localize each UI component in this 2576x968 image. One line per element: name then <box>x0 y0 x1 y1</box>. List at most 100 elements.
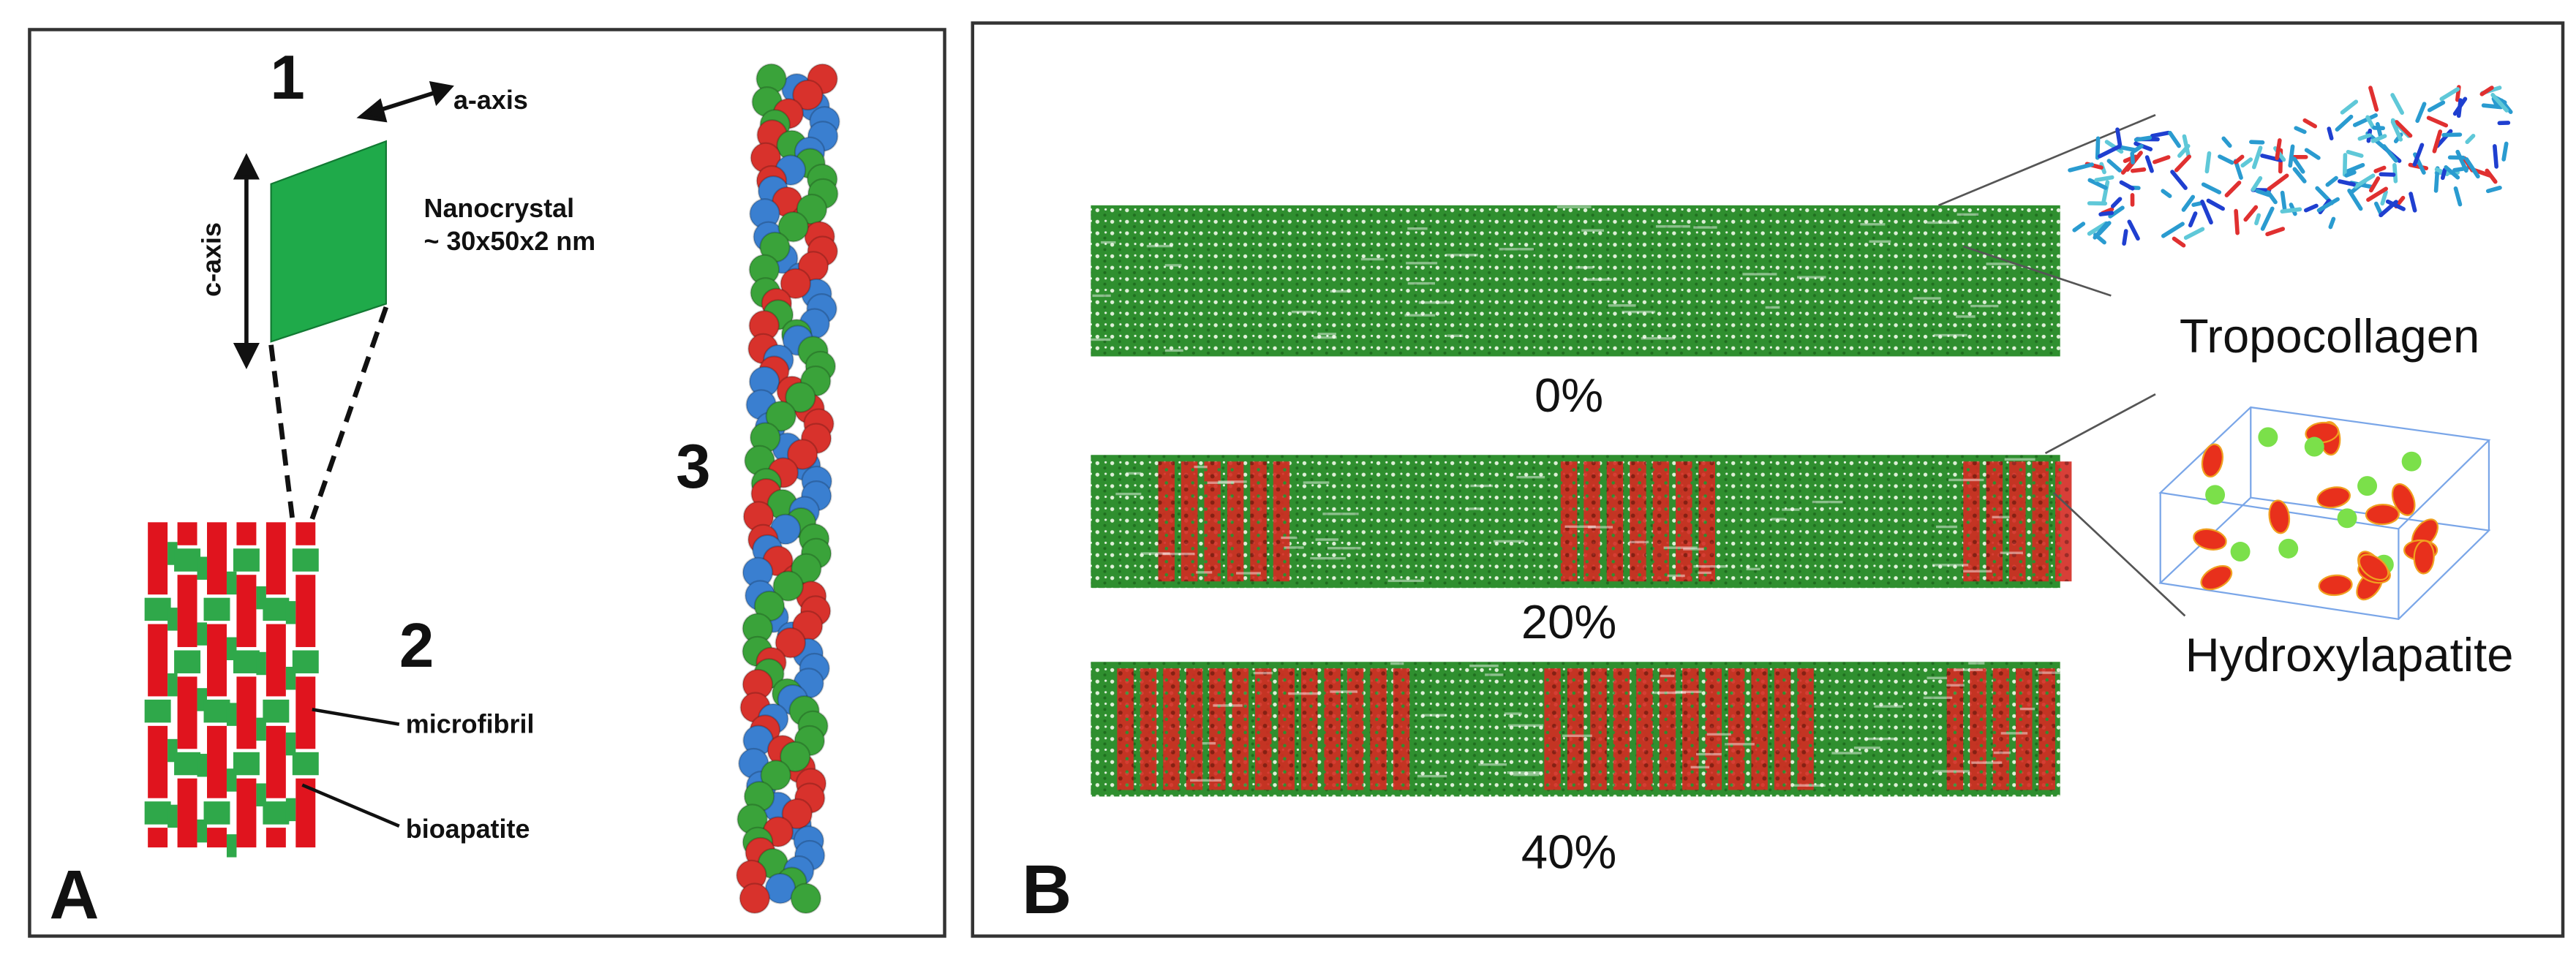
atom-bond <box>2243 205 2259 222</box>
mineral-band <box>1705 668 1722 790</box>
mineral-band <box>1728 668 1745 790</box>
mineral-band <box>1140 668 1157 790</box>
texture-streak <box>1313 336 1337 339</box>
mineral-band <box>1278 668 1295 790</box>
texture-streak <box>1447 334 1464 337</box>
atom-bond <box>2130 151 2135 165</box>
residue <box>777 211 809 243</box>
mineral-band <box>2038 668 2055 790</box>
phosphate-group <box>2201 443 2224 478</box>
mineral-platelet <box>226 834 237 858</box>
texture-streak <box>1360 257 1385 261</box>
atom-bond <box>2134 135 2153 143</box>
atom-bond <box>2426 116 2449 128</box>
mineral-band <box>1255 668 1272 790</box>
texture-streak <box>1315 538 1339 541</box>
texture-streak <box>1968 662 1985 665</box>
atom-bond <box>2453 186 2463 207</box>
atom-bond <box>2353 173 2376 189</box>
mineral-band <box>1583 461 1600 582</box>
residue <box>786 439 818 470</box>
residue <box>772 570 804 602</box>
mineral-segment <box>144 597 171 621</box>
c-axis-label: c-axis <box>196 222 226 297</box>
texture-streak <box>1641 337 1676 340</box>
mineral-segment <box>144 801 171 825</box>
mineral-band <box>1636 668 1653 790</box>
atom-bond <box>2379 200 2398 218</box>
atom-bond <box>2072 222 2086 232</box>
atom-bond <box>2191 200 2204 207</box>
model-label: 0% <box>1534 368 1603 422</box>
texture-streak <box>1655 225 1690 228</box>
model-label: 20% <box>1521 595 1616 649</box>
tropocollagen-label: Tropocollagen <box>2180 309 2479 363</box>
atom-bond <box>2485 185 2502 194</box>
mineral-band <box>1946 668 1964 790</box>
texture-streak <box>1986 262 2016 265</box>
texture-streak <box>1190 779 1222 782</box>
texture-streak <box>1140 552 1170 555</box>
nanocrystal-name: Nanocrystal <box>424 193 575 223</box>
texture-streak <box>1281 536 1298 540</box>
texture-streak <box>1588 526 1613 529</box>
texture-streak <box>1284 546 1304 549</box>
texture-streak <box>1513 774 1540 776</box>
atom-bond <box>2260 206 2275 231</box>
atom-bond <box>2172 236 2186 248</box>
texture-streak <box>1771 518 1785 521</box>
atom-bond <box>2352 113 2378 127</box>
mineral-band <box>2032 461 2049 582</box>
texture-streak <box>1956 315 1976 318</box>
texture-streak <box>1091 338 1111 341</box>
helix-number: 3 <box>676 432 710 502</box>
tropocollagen-inset <box>2068 85 2513 248</box>
atom-bond <box>2444 165 2460 180</box>
calcium-atom <box>2205 485 2226 505</box>
collagen-segment <box>148 725 168 798</box>
atom-bond <box>2385 199 2406 211</box>
atom-bond <box>2183 227 2205 240</box>
atom-bond <box>2479 86 2494 97</box>
texture-streak <box>1101 241 1116 244</box>
fibril-diagram <box>144 522 323 858</box>
residue <box>765 400 797 432</box>
atom-bond <box>2204 151 2212 174</box>
atom-bond <box>2368 176 2381 193</box>
texture-streak <box>1698 571 1711 575</box>
mineral-band <box>1986 461 2003 582</box>
texture-streak <box>1936 525 1958 529</box>
phosphate-group <box>2200 564 2233 591</box>
atom-bond <box>2275 138 2282 161</box>
atom-bond <box>2251 145 2263 170</box>
mineral-segment <box>292 548 319 572</box>
mineral-platelet <box>197 754 208 777</box>
atom-bond <box>2338 179 2356 187</box>
atom-bond <box>2087 178 2108 190</box>
texture-streak <box>1629 540 1649 544</box>
atom-bond <box>2455 149 2468 173</box>
texture-streak <box>1794 784 1826 787</box>
texture-streak <box>1406 262 1438 265</box>
residue <box>781 798 813 830</box>
atom-bond <box>2345 162 2365 174</box>
atom-bond <box>2170 170 2188 190</box>
texture-streak <box>1562 734 1592 738</box>
texture-streak <box>1948 478 1984 482</box>
texture-streak <box>1218 480 1247 483</box>
atom-bond <box>2153 155 2171 165</box>
texture-streak <box>1407 227 1428 230</box>
mineral-band <box>2016 668 2033 790</box>
texture-streak <box>1253 671 1273 675</box>
calcium-atom <box>2401 451 2422 472</box>
texture-streak <box>1213 704 1243 707</box>
texture-streak <box>1932 564 1969 567</box>
mineral-band <box>1590 668 1607 790</box>
mineral-band <box>1227 461 1244 582</box>
texture-streak <box>1445 254 1478 257</box>
triple-helix <box>736 63 840 915</box>
model-bar <box>1091 205 2060 357</box>
phosphate-group <box>2391 483 2416 516</box>
atom-bond <box>2303 203 2319 213</box>
mineral-segment <box>174 650 201 673</box>
